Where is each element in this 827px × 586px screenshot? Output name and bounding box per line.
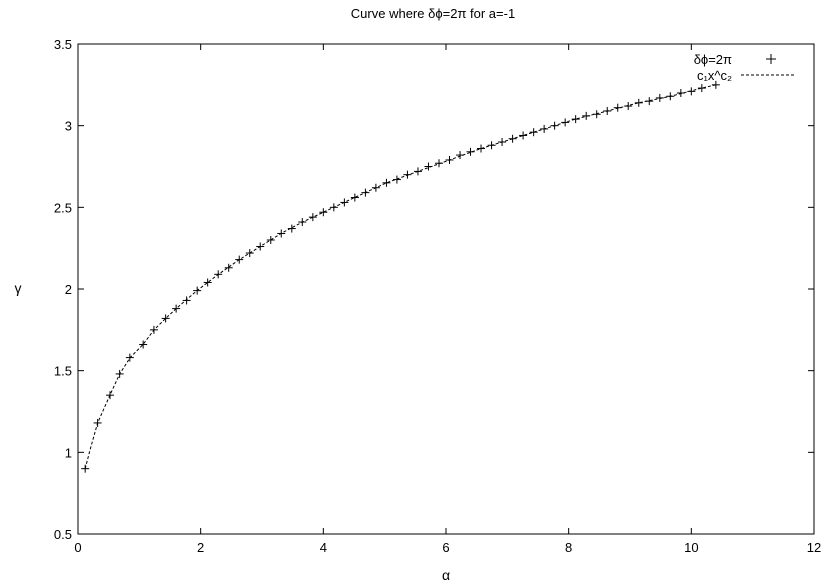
data-point [392, 175, 401, 184]
data-point [81, 464, 90, 473]
data-point [413, 167, 422, 176]
data-point [203, 278, 212, 287]
y-tick-label: 3 [65, 119, 72, 134]
data-point [550, 121, 559, 130]
data-point [93, 418, 102, 427]
x-tick-label: 2 [197, 540, 204, 555]
y-tick-label: 2 [65, 282, 72, 297]
x-tick-label: 0 [74, 540, 81, 555]
data-point [666, 92, 675, 101]
data-point [582, 111, 591, 120]
data-point [603, 106, 612, 115]
data-point [634, 98, 643, 107]
data-point [182, 296, 191, 305]
data-point [487, 141, 496, 150]
data-point [125, 353, 134, 362]
data-point [235, 255, 244, 264]
legend: δϕ=2π c₁x^c₂ [694, 52, 794, 83]
legend-label-points: δϕ=2π [694, 52, 732, 67]
data-point [115, 369, 124, 378]
y-tick-label: 3.5 [54, 37, 72, 52]
data-point [382, 178, 391, 187]
x-axis-label: α [442, 567, 450, 583]
data-point [655, 93, 664, 102]
data-point [424, 162, 433, 171]
x-axis: 0 2 4 6 8 10 12 [74, 44, 821, 555]
data-point [256, 242, 265, 251]
data-point [508, 134, 517, 143]
data-point [540, 124, 549, 133]
data-point [245, 249, 254, 258]
plot-frame [77, 43, 815, 535]
y-tick-label: 2.5 [54, 200, 72, 215]
x-tick-label: 10 [684, 540, 698, 555]
data-point [298, 218, 307, 227]
data-point [613, 103, 622, 112]
data-point [172, 304, 181, 313]
data-point [287, 224, 296, 233]
data-point [106, 391, 115, 400]
data-point [529, 128, 538, 137]
data-point [435, 159, 444, 168]
y-axis: 0.5 1 1.5 2 2.5 3 3.5 [54, 37, 814, 542]
legend-marker-points [766, 54, 776, 64]
x-tick-label: 8 [565, 540, 572, 555]
data-point [161, 314, 170, 323]
data-point [329, 203, 338, 212]
data-point [149, 325, 158, 334]
data-point [193, 286, 202, 295]
data-point [498, 138, 507, 146]
data-point [687, 87, 696, 96]
series-layer [81, 80, 720, 473]
x-tick-label: 6 [442, 540, 449, 555]
data-point [676, 89, 685, 97]
y-tick-label: 0.5 [54, 527, 72, 542]
data-point [711, 80, 720, 89]
y-tick-label: 1.5 [54, 364, 72, 379]
data-point [403, 170, 412, 179]
data-point [340, 198, 349, 207]
x-tick-label: 12 [807, 540, 821, 555]
data-point [371, 183, 380, 192]
data-point [519, 131, 528, 140]
y-tick-label: 1 [65, 445, 72, 460]
fit-curve-line [84, 84, 716, 469]
data-point [561, 118, 570, 127]
data-point [445, 155, 454, 164]
data-point [456, 151, 465, 160]
data-point [477, 144, 486, 153]
data-point [624, 102, 633, 111]
x-tick-label: 4 [320, 540, 327, 555]
y-axis-label: γ [15, 280, 22, 296]
data-point [277, 229, 286, 238]
chart-title: Curve where δϕ=2π for a=-1 [351, 6, 515, 21]
data-point [139, 340, 148, 349]
data-point [645, 97, 654, 106]
data-point [571, 115, 580, 124]
data-point [697, 84, 706, 93]
data-point [308, 213, 317, 222]
data-point [466, 147, 475, 156]
data-point [224, 263, 233, 272]
data-point [592, 110, 601, 119]
data-point [214, 270, 223, 279]
data-point [350, 193, 359, 202]
data-point [319, 208, 328, 217]
legend-label-fit: c₁x^c₂ [697, 68, 732, 83]
data-point [361, 188, 370, 197]
data-point [266, 236, 275, 244]
